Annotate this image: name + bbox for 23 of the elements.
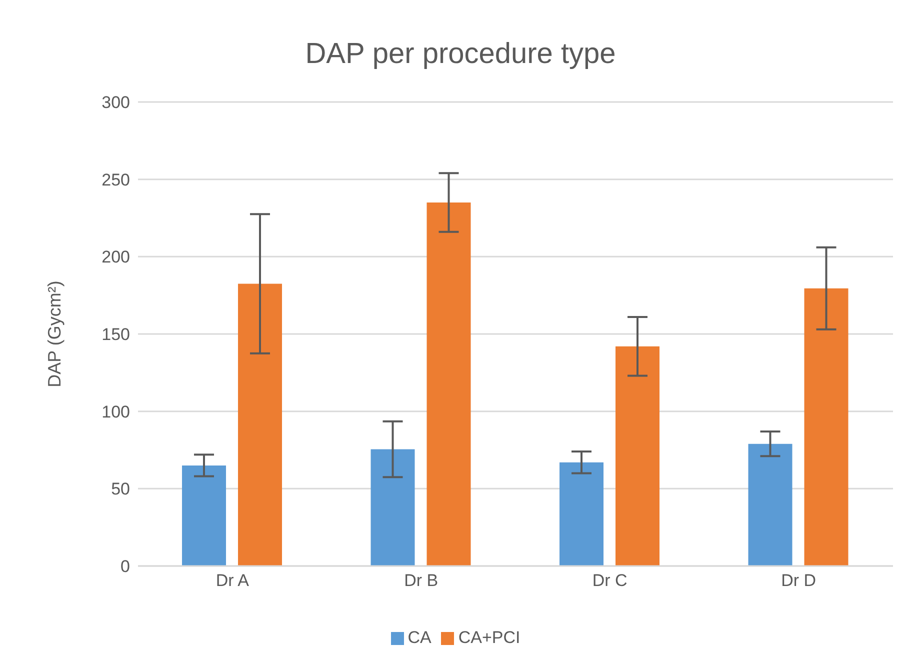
- bar: [560, 462, 604, 566]
- bar: [182, 465, 226, 566]
- x-tick-label: Dr D: [781, 571, 816, 590]
- y-tick-label: 0: [120, 557, 130, 576]
- bar: [370, 449, 415, 566]
- x-tick-label: Dr B: [404, 571, 438, 590]
- y-tick-label: 100: [102, 402, 130, 422]
- y-axis-title: DAP (Gycm²): [44, 280, 64, 388]
- y-tick-label: 50: [111, 480, 130, 499]
- y-tick-label: 250: [102, 170, 130, 190]
- y-tick-label: 200: [102, 248, 130, 267]
- chart-title: DAP per procedure type: [304, 37, 617, 72]
- bar: [804, 288, 848, 566]
- y-tick-label: 300: [102, 93, 130, 112]
- bar: [616, 346, 660, 566]
- bar: [238, 284, 282, 566]
- x-tick-label: Dr C: [592, 571, 628, 590]
- bar: [426, 202, 471, 566]
- bar: [748, 444, 792, 566]
- x-tick-label: Dr A: [216, 571, 250, 590]
- legend-label: CA: [408, 628, 432, 647]
- y-tick-label: 150: [102, 325, 130, 344]
- legend-label: CA+PCI: [458, 628, 520, 647]
